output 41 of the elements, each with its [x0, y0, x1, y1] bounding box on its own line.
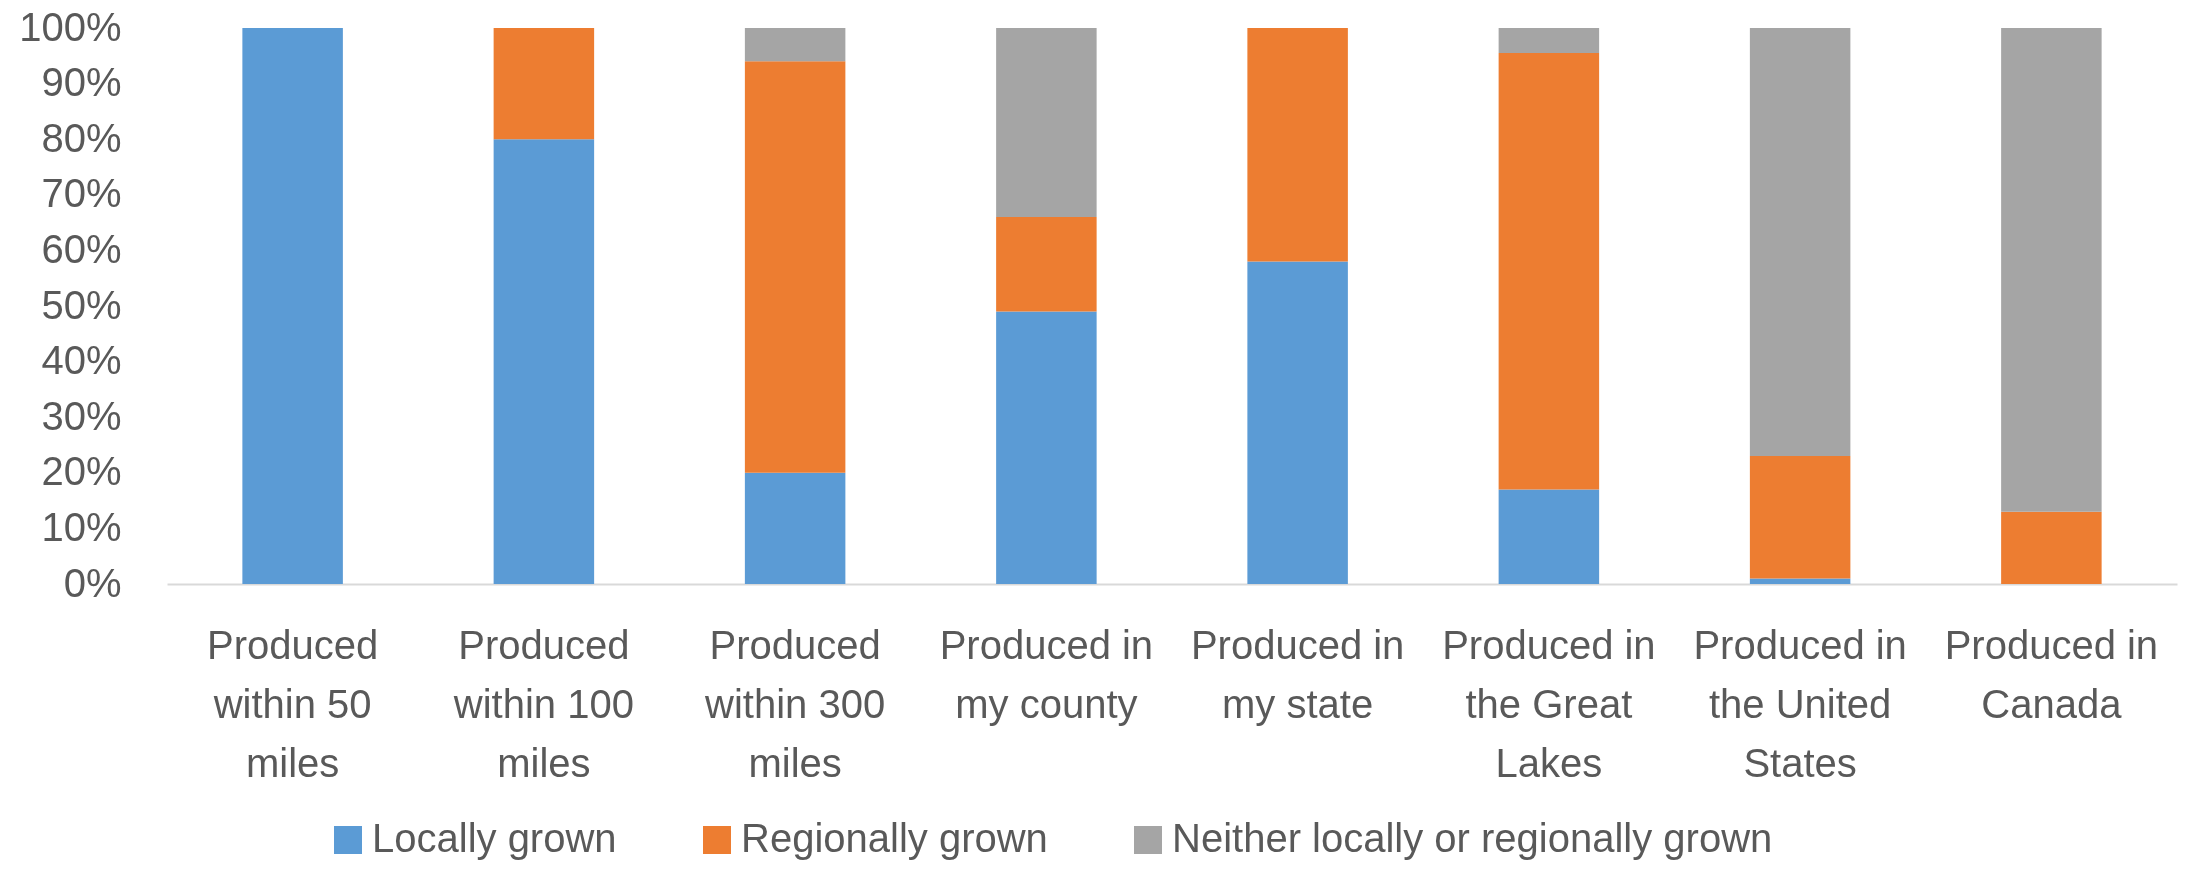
bar — [744, 28, 846, 62]
bar — [996, 311, 1097, 584]
bar — [1749, 456, 1851, 579]
x-tick-label: Produced in Canada — [1944, 622, 2159, 726]
y-tick-label: 100% — [19, 4, 122, 49]
bar — [493, 28, 595, 140]
y-tick-label: 90% — [41, 60, 122, 105]
bar — [1247, 28, 1348, 262]
bar — [1749, 578, 1851, 584]
x-tick-label: Produced within 100 miles — [452, 622, 634, 785]
y-tick-label: 30% — [41, 393, 122, 438]
y-tick-label: 40% — [41, 338, 122, 383]
y-tick-label: 60% — [41, 226, 122, 271]
bar — [744, 472, 846, 584]
y-tick-label: 20% — [41, 449, 122, 494]
bar — [1498, 489, 1600, 584]
bar — [996, 217, 1097, 312]
x-tick-label: Produced in the Great Lakes — [1442, 622, 1656, 785]
bar — [493, 139, 595, 584]
x-tick-label: Produced in my state — [1190, 622, 1405, 726]
bar — [996, 28, 1097, 218]
y-tick-label: 0% — [63, 560, 122, 605]
bar — [1498, 53, 1600, 490]
y-tick-label: 70% — [41, 171, 122, 216]
legend-label: Locally grown — [372, 816, 617, 860]
bar — [744, 61, 846, 473]
x-tick-label: Produced within 300 miles — [704, 622, 886, 785]
x-tick-label: Produced in my county — [939, 622, 1154, 726]
bar — [242, 28, 343, 584]
legend-label: Regionally grown — [741, 816, 1048, 860]
y-tick-label: 80% — [41, 115, 122, 160]
bar — [2001, 511, 2102, 584]
x-tick-label: Produced in the United States — [1693, 622, 1907, 785]
bar — [1749, 28, 1851, 457]
y-tick-label: 10% — [41, 504, 122, 549]
bar — [1247, 261, 1348, 584]
bar — [1498, 28, 1600, 54]
y-tick-label: 50% — [41, 282, 122, 327]
bar — [2001, 28, 2102, 512]
legend-label: Neither locally or regionally grown — [1172, 816, 1773, 860]
x-tick-label: Produced within 50 miles — [207, 622, 379, 785]
